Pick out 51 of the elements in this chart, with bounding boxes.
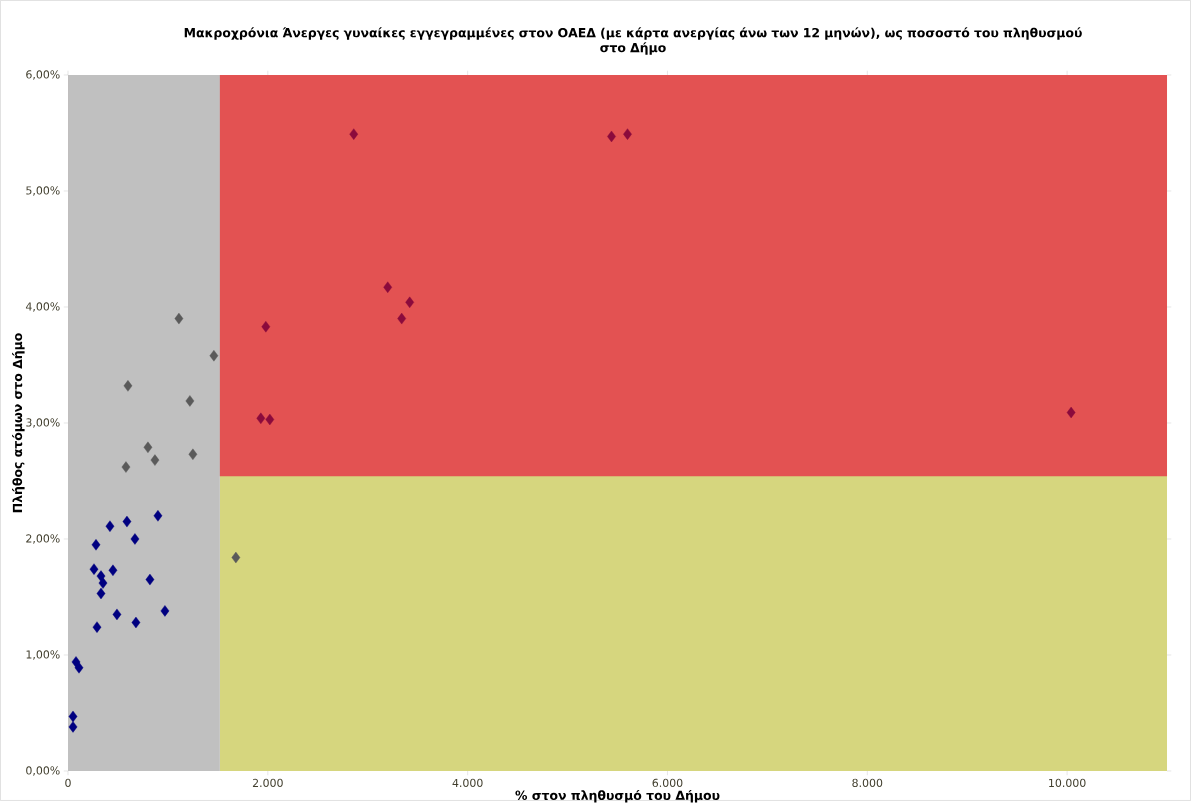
point	[130, 533, 140, 545]
point	[92, 621, 102, 633]
point	[261, 321, 271, 333]
point	[188, 448, 198, 461]
y-axis-title: Πλήθος ατόμων στο Δήμο	[12, 333, 25, 513]
point	[153, 510, 163, 522]
point	[405, 296, 415, 309]
point	[209, 350, 219, 362]
y-tick-label: 5,00%	[26, 186, 60, 196]
point	[74, 662, 84, 674]
point	[185, 395, 195, 407]
point	[96, 587, 106, 600]
point	[68, 721, 78, 733]
point	[123, 380, 133, 392]
x-tick-label: 6.000	[652, 778, 683, 788]
point	[231, 551, 241, 564]
point	[256, 412, 266, 425]
y-tick-label: 0,00%	[26, 766, 60, 776]
point	[145, 573, 155, 586]
y-tick-label: 1,00%	[26, 650, 60, 660]
point	[98, 577, 108, 589]
point	[89, 563, 99, 575]
point	[108, 564, 118, 577]
y-tick-label: 4,00%	[25, 302, 60, 312]
point	[121, 461, 131, 473]
point	[265, 413, 275, 426]
point	[383, 281, 393, 294]
point	[68, 710, 78, 723]
x-tick-label: 8.000	[852, 778, 883, 788]
point	[150, 454, 160, 466]
point	[112, 608, 122, 621]
point	[131, 616, 141, 629]
point	[105, 520, 115, 533]
point	[623, 128, 632, 140]
x-tick-label: 2.000	[252, 778, 283, 788]
y-tick-label: 6,00%	[26, 70, 60, 80]
point	[160, 605, 170, 617]
point	[122, 515, 132, 528]
x-tick-label: 10.000	[1049, 778, 1086, 788]
chart-title: Μακροχρόνια Άνεργες γυναίκες εγγεγραμμένες στον ΟΑΕΔ (με κάρτα ανεργίας άνω των 12 μηνών), ως ποσοστό του πληθυσμού στο Δήμο	[184, 27, 1082, 55]
y-tick-label: 2,00%	[26, 534, 60, 544]
point	[1066, 406, 1076, 419]
point	[143, 441, 153, 454]
y-tick-label: 3,00%	[26, 418, 60, 428]
point	[397, 312, 407, 325]
x-tick-label: 4.000	[452, 778, 483, 788]
x-tick-label: 0	[65, 778, 71, 788]
x-axis-title: % στον πληθυσμό του Δήμου	[515, 790, 720, 803]
point	[349, 128, 359, 140]
point	[174, 312, 184, 325]
point	[91, 539, 101, 551]
